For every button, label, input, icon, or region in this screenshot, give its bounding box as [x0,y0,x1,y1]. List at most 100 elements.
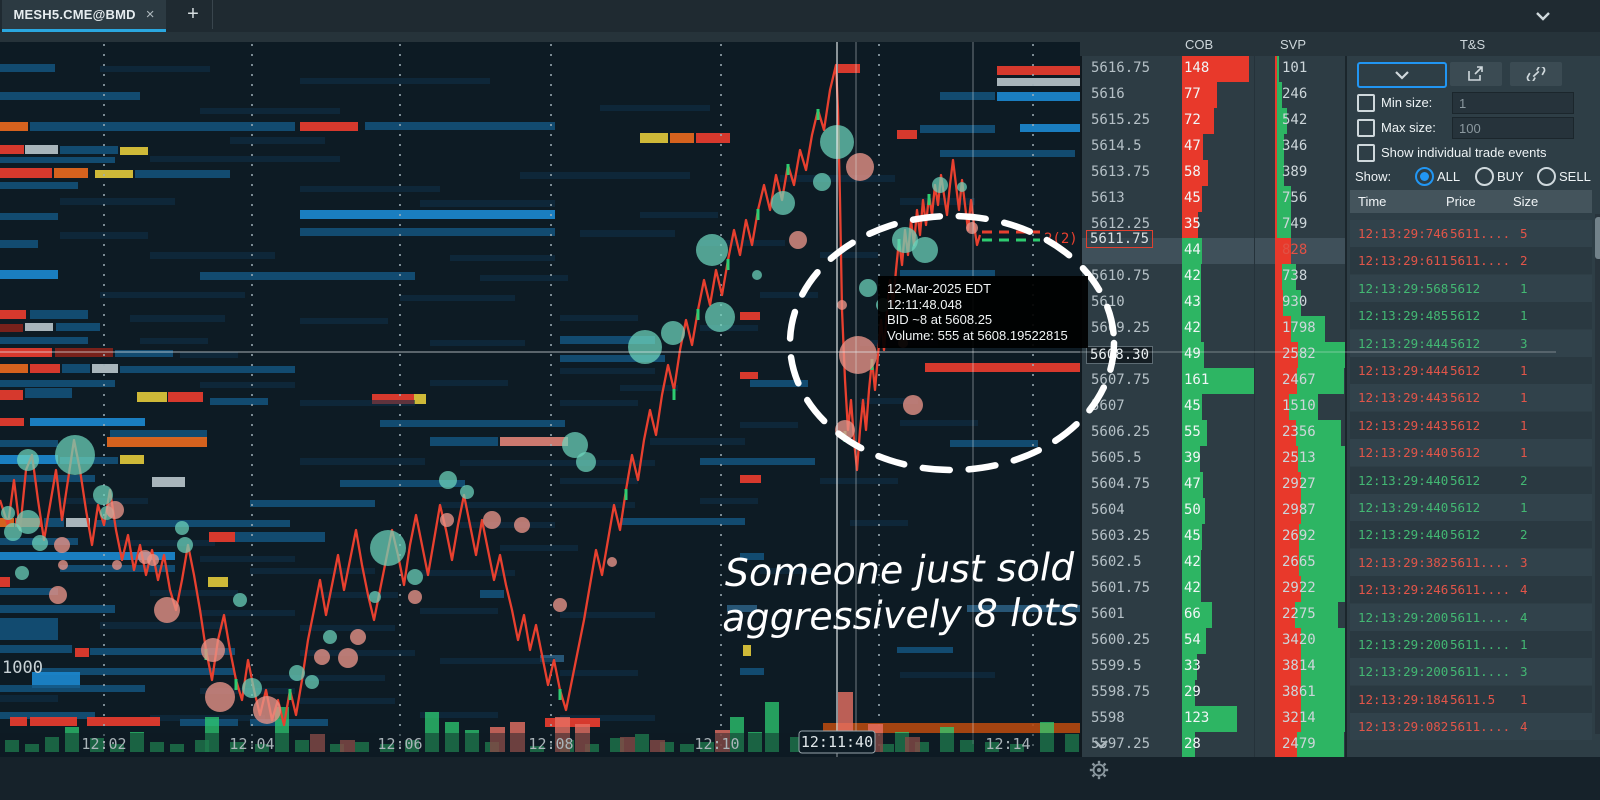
svp-bar-buy [1297,732,1344,757]
ladder-price: 5598 [1091,710,1125,726]
ts-price: 5612 [1450,527,1481,543]
svp-value: 1798 [1282,320,1316,336]
ts-row: 12:13:29:184 5611.5 1 [1350,685,1592,713]
ladder-price: 5611.75 [1086,230,1154,248]
max-size-label: Max size: [1381,120,1436,135]
ladder-price: 5598.75 [1091,684,1151,700]
ts-scrollbar-thumb[interactable] [1595,217,1600,259]
show-filter-label: Show: [1355,169,1392,184]
svp-value: 2479 [1282,736,1316,752]
tab-instrument[interactable]: MESH5.CME@BMD × [2,0,166,29]
ts-price: 5611.... [1450,226,1511,241]
max-size-input[interactable] [1452,117,1574,139]
svp-bar-buy [1283,290,1301,316]
cob-bar [1182,290,1201,316]
chart-canvas[interactable]: 2(2) 12:02 12:04 12:06 12:08 12:10 12:11:40 12:… [0,0,1080,757]
ts-link-button[interactable] [1510,62,1562,86]
tab-label: MESH5.CME@BMD [13,7,136,22]
ladder-row: 5613 45 756 [1082,186,1347,212]
cob-bar [1182,160,1208,186]
svp-bar-sell [1275,498,1301,524]
filter-label-buy[interactable]: BUY [1497,169,1524,184]
tabbar-chevron-down-icon[interactable] [1532,7,1554,25]
svp-bar-sell [1275,212,1277,238]
filter-radio-sell[interactable] [1537,167,1556,186]
svp-bar-sell [1275,394,1289,420]
cob-bar [1182,576,1201,602]
svp-value: 542 [1282,112,1308,128]
min-size-input[interactable] [1452,92,1574,114]
cob-value: 161 [1184,372,1210,388]
svp-bar-sell [1275,602,1295,628]
min-size-label: Min size: [1381,95,1433,110]
svp-value: 749 [1282,216,1308,232]
svp-value: 2927 [1282,476,1316,492]
tooltip-bid: BID ~8 at 5608.25 [887,312,993,327]
ladder-row: 5605.5 39 2513 [1082,446,1347,472]
ts-col-size: Size [1513,194,1539,209]
svp-bar-sell [1275,82,1277,108]
ladder-row: 5597.25 28 2479 [1082,732,1347,757]
cob-value: 29 [1184,684,1201,700]
svp-bar-sell [1275,342,1298,368]
depth-ladder: 5616.75 148 101 5616 77 246 5615.25 72 542 5614.5… [1080,32,1347,757]
cob-bar [1182,524,1202,550]
svp-value: 2275 [1282,606,1316,622]
ts-price: 5612 [1450,445,1481,461]
min-size-checkbox[interactable] [1357,94,1375,112]
ladder-header: COB SVP [1080,32,1345,56]
ts-dropdown-button[interactable] [1357,62,1447,88]
svp-bar-sell [1275,706,1301,732]
filter-radio-buy[interactable] [1475,167,1494,186]
ts-size: 2 [1520,527,1528,543]
new-tab-button[interactable]: + [187,3,199,25]
ts-time: 12:13:29:440 [1358,472,1449,488]
svp-bar-buy [1296,420,1341,446]
ts-time: 12:13:29:444 [1358,335,1449,351]
ladder-row: 5608.30 49 2582 [1082,342,1347,368]
cob-value: 45 [1184,528,1201,544]
tab-close-icon[interactable]: × [145,6,155,23]
ladder-price: 5610 [1091,294,1125,310]
filter-label-sell[interactable]: SELL [1559,169,1591,184]
svp-bar-sell [1275,134,1277,160]
cob-bar [1182,446,1200,472]
show-events-checkbox[interactable] [1357,144,1375,162]
settings-gear-icon[interactable] [1088,759,1110,781]
svp-bar-buy [1298,342,1347,368]
ladder-row: 5615.25 72 542 [1082,108,1347,134]
tab-bar: MESH5.CME@BMD × + [0,0,1600,32]
ts-price: 5612 [1450,280,1481,296]
ts-size: 3 [1520,335,1528,351]
max-size-checkbox[interactable] [1357,119,1375,137]
svp-value: 3420 [1282,632,1316,648]
cob-bar [1182,472,1203,498]
svg-text:2(2): 2(2) [1044,231,1078,247]
ladder-price: 5606.25 [1091,424,1151,440]
ladder-row: 5604 50 2987 [1082,498,1347,524]
ts-size: 4 [1520,719,1528,735]
filter-radio-all[interactable] [1415,167,1434,186]
active-tab-underline [2,29,166,32]
tooltip-volume: Volume: 555 at 5608.19522815 [887,327,1068,343]
cob-bar [1182,134,1203,160]
ts-price: 5611.... [1450,253,1511,269]
ladder-row: 5601 66 2275 [1082,602,1347,628]
ladder-price: 5614.5 [1091,138,1142,154]
ladder-collapse-chevron-icon[interactable] [1092,738,1110,750]
ts-share-button[interactable] [1450,62,1502,86]
ladder-row: 5616 77 246 [1082,82,1347,108]
ts-price: 5612 [1450,472,1481,488]
ts-scrollbar-track[interactable] [1595,214,1600,734]
cob-value: 43 [1184,294,1201,310]
cob-value: 42 [1184,554,1201,570]
ts-time: 12:13:29:382 [1358,554,1449,570]
ts-row: 12:13:29:444 5612 1 [1350,357,1592,384]
ladder-row: 5607.75 161 2467 [1082,368,1347,394]
ts-time: 12:13:29:443 [1358,390,1449,406]
ts-size: 1 [1520,691,1528,707]
filter-label-all[interactable]: ALL [1437,169,1461,184]
cob-bar [1182,82,1217,108]
cob-value: 33 [1184,658,1201,674]
volume-axis-label: 1000 [2,658,43,678]
